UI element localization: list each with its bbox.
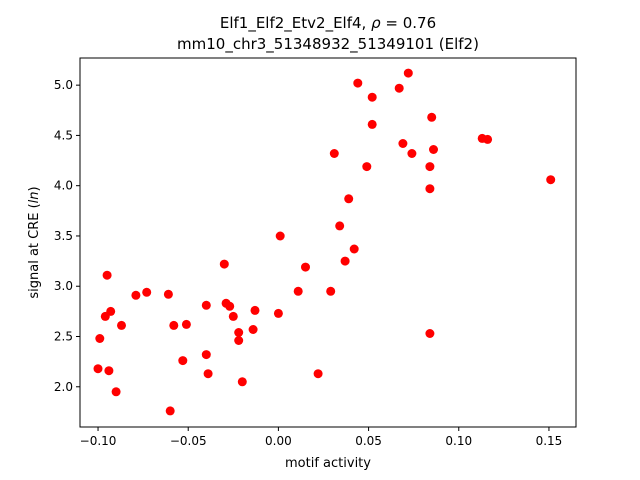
x-tick-label: 0.00	[265, 434, 292, 448]
title-text: Elf1_Elf2_Etv2_Elf4,	[220, 14, 371, 33]
title-line-2: mm10_chr3_51348932_51349101 (Elf2)	[177, 35, 479, 54]
data-point-44	[403, 68, 413, 78]
data-point-45	[407, 149, 417, 158]
y-tick-label: 2.5	[54, 330, 73, 344]
data-point-8	[131, 290, 141, 300]
data-point-49	[427, 112, 437, 122]
data-point-18	[219, 259, 229, 269]
data-point-53	[546, 175, 556, 185]
data-point-50	[429, 145, 438, 154]
data-point-42	[394, 83, 404, 93]
data-point-29	[293, 286, 303, 296]
data-points	[93, 68, 556, 416]
y-tick-label: 3.0	[54, 279, 73, 293]
title-rho-value: = 0.76	[381, 14, 437, 32]
data-point-16	[201, 350, 211, 360]
x-axis-label: motif activity	[285, 456, 371, 471]
data-point-11	[165, 406, 175, 416]
plot-area-frame	[79, 57, 577, 428]
x-tick-label: 0.05	[355, 434, 382, 448]
data-point-25	[248, 325, 258, 334]
x-axis-ticks: −0.10 −0.05 0.00 0.05 0.10 0.15	[80, 427, 563, 448]
y-tick-label: 2.0	[54, 380, 73, 394]
data-point-43	[398, 139, 408, 148]
data-point-31	[313, 369, 323, 379]
data-point-14	[181, 319, 191, 329]
y-axis-label-suffix: )	[27, 186, 42, 191]
data-point-20	[225, 301, 235, 311]
data-point-35	[340, 256, 350, 266]
data-point-37	[349, 244, 359, 254]
data-point-4	[104, 366, 114, 376]
data-point-5	[106, 306, 116, 316]
data-point-12	[169, 320, 179, 330]
y-tick-label: 4.5	[54, 128, 73, 142]
data-point-22	[234, 328, 244, 337]
data-point-38	[353, 78, 363, 88]
chart-title: Elf1_Elf2_Etv2_Elf4, ρ = 0.76 mm10_chr3_…	[177, 14, 479, 54]
data-point-7	[117, 320, 126, 330]
y-axis-ticks: 2.0 2.5 3.0 3.5 4.0 4.5 5.0	[54, 78, 80, 394]
data-point-28	[275, 231, 285, 241]
y-axis-label-italic: ln	[27, 191, 42, 203]
y-tick-label: 3.5	[54, 229, 73, 243]
x-tick-label: 0.10	[445, 434, 472, 448]
y-tick-label: 4.0	[54, 179, 73, 193]
data-point-21	[228, 311, 238, 321]
data-point-9	[142, 287, 152, 297]
title-rho-symbol: ρ	[371, 14, 381, 32]
x-tick-label: −0.10	[80, 434, 117, 448]
data-point-10	[163, 289, 173, 299]
data-point-52	[483, 134, 493, 144]
data-point-46	[425, 162, 435, 172]
data-point-23	[234, 336, 244, 345]
data-point-32	[326, 286, 336, 296]
y-axis-label-prefix: signal at CRE (	[27, 203, 42, 298]
data-point-0	[93, 364, 103, 374]
data-point-27	[273, 308, 283, 318]
data-point-40	[367, 92, 377, 102]
data-point-15	[201, 300, 211, 310]
y-axis-label: signal at CRE (ln)	[27, 186, 42, 298]
y-tick-label: 5.0	[54, 78, 73, 92]
data-point-36	[344, 194, 354, 204]
data-point-24	[237, 377, 247, 387]
x-tick-label: 0.15	[536, 434, 563, 448]
data-point-6	[111, 387, 121, 397]
data-point-33	[329, 149, 339, 158]
data-point-47	[425, 184, 435, 194]
title-line-1: Elf1_Elf2_Etv2_Elf4, ρ = 0.76	[220, 14, 436, 33]
data-point-17	[203, 369, 213, 379]
x-tick-label: −0.05	[170, 434, 207, 448]
data-point-48	[425, 329, 435, 338]
data-point-3	[102, 270, 112, 280]
data-point-1	[95, 334, 105, 343]
data-point-34	[335, 221, 345, 231]
data-point-41	[367, 119, 377, 129]
data-point-30	[301, 262, 310, 272]
data-point-13	[178, 356, 188, 366]
data-point-26	[250, 305, 260, 315]
data-point-39	[362, 162, 372, 172]
